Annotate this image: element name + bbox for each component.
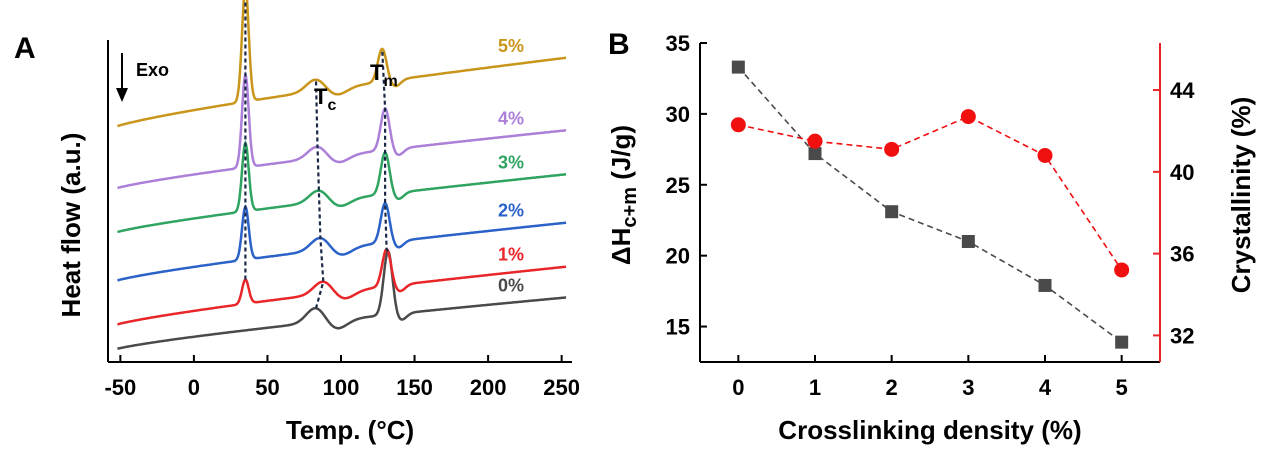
panel-b-x-tick-label: 1 [809,375,821,400]
series-label-3: 3% [498,152,524,172]
series-label-5: 5% [498,36,524,56]
tc-label: Tc [314,84,336,114]
panel-b-left-tick-label: 20 [666,244,690,269]
panel-b-x-title: Crosslinking density (%) [778,415,1081,445]
panel-a: A -50 0 50 100 150 200 250 0% 1% 2% 3% 4% 5% Temp. … [14,0,580,445]
panel-b-right-tick-label: 40 [1170,160,1194,185]
dsc-curve-5 [117,0,567,128]
panel-a-x-title: Temp. (°C) [286,415,414,445]
panel-b-left-tick-label: 15 [666,315,690,340]
panel-a-label: A [14,32,36,65]
panel-b-left-tick-label: 35 [666,31,690,56]
dsc-curve-2 [117,201,567,282]
panel-b-left-tick-label: 30 [666,102,690,127]
enthalpy-point [1038,278,1052,292]
enthalpy-point [808,147,822,161]
crystallinity-point [807,133,823,149]
panel-a-x-tick-label: 100 [323,375,360,400]
panel-b-x-tick-label: 2 [886,375,898,400]
tc-dashed-line [314,79,325,309]
panel-a-x-ticks: -50 0 50 100 150 200 250 [104,355,580,400]
panel-b-right-tick-label: 36 [1170,242,1194,267]
crystallinity-point [1037,147,1053,163]
panel-b-x-tick-label: 0 [732,375,744,400]
crystallinity-point [1114,262,1130,278]
panel-b: B 0 1 2 3 4 5 15 20 25 30 35 32 36 40 44 Crosslinking … [606,28,1256,445]
panel-b-x-tick-label: 4 [1039,375,1052,400]
panel-a-series-labels: 0% 1% 2% 3% 4% 5% [498,36,524,295]
panel-a-curves [117,0,567,350]
enthalpy-point [1115,335,1129,349]
tm-label: Tm [370,60,398,90]
dsc-curve-3 [117,139,567,234]
panel-b-left-title: ΔHc+m (J/g) [606,125,641,265]
panel-b-line-right [738,115,1123,271]
series-label-1: 1% [498,245,524,265]
panel-b-right-tick-label: 44 [1170,78,1195,103]
panel-b-data [730,60,1130,349]
series-label-4: 4% [498,108,524,128]
dsc-curve-1 [117,247,567,326]
exo-arrowhead-icon [116,88,128,102]
enthalpy-point [731,60,745,74]
panel-a-x-tick-label: 250 [543,375,580,400]
tm-dashed-line [381,48,389,252]
panel-a-x-tick-label: 0 [188,375,200,400]
crystallinity-point [884,141,900,157]
panel-a-x-tick-label: 200 [470,375,507,400]
dsc-curve-4 [117,70,567,190]
crystallinity-point [730,117,746,133]
panel-b-right-tick-label: 32 [1170,323,1194,348]
panel-b-line-left [737,66,1123,343]
panel-a-x-tick-label: 50 [255,375,279,400]
panel-b-x-tick-label: 3 [962,375,974,400]
panel-b-ticks: 0 1 2 3 4 5 15 20 25 30 35 32 36 40 44 [666,31,1196,400]
panel-a-x-tick-label: 150 [396,375,433,400]
enthalpy-point [961,234,975,248]
crystallinity-point [960,109,976,125]
dsc-curve-0 [117,249,567,350]
panel-b-label: B [608,28,630,61]
series-label-0: 0% [498,275,524,295]
panel-b-x-tick-label: 5 [1116,375,1128,400]
panel-b-left-tick-label: 25 [666,173,690,198]
series-label-2: 2% [498,201,524,221]
panel-b-right-title: Crystallinity (%) [1226,97,1256,294]
enthalpy-point [885,205,899,219]
panel-a-y-title: Heat flow (a.u.) [56,133,86,318]
panel-a-x-tick-label: -50 [104,375,136,400]
panel-a-transition-lines [244,0,389,309]
exo-label: Exo [136,60,169,80]
